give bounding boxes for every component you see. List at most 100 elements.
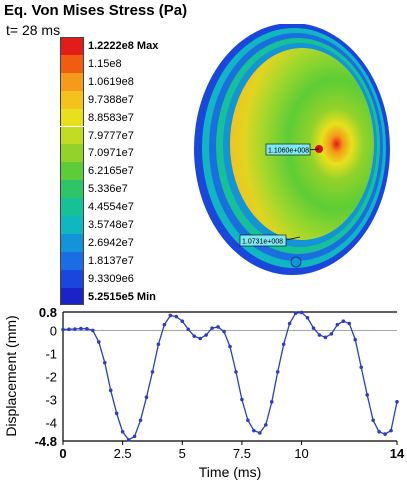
series-line (62, 311, 398, 441)
data-point (311, 326, 316, 330)
y-tick-label: -3 (45, 393, 57, 408)
data-point (395, 400, 399, 404)
data-point (102, 360, 107, 365)
displacement-chart: 0.80-1-2-3-4-4.8 0 2.5 5 7.5 10 14 Time (ms) … (3, 305, 405, 480)
legend-swatch (60, 251, 84, 270)
data-point (263, 423, 268, 427)
legend-swatch (60, 269, 84, 288)
x-tick-label: 10 (294, 446, 308, 461)
data-point (198, 336, 202, 341)
y-tick-label: 0.8 (39, 305, 57, 320)
legend-swatch (60, 233, 84, 252)
data-point (305, 315, 310, 320)
legend-label: 1.15e8 (88, 57, 122, 70)
probe-secondary: 1.0731e+008 (239, 234, 301, 247)
legend-swatch (60, 162, 84, 181)
data-point (377, 429, 381, 434)
data-point (85, 327, 89, 331)
data-point (389, 428, 393, 433)
data-point (168, 313, 173, 318)
x-tick-label: 5 (179, 446, 186, 461)
legend-swatch (60, 37, 84, 55)
time-label: t= 28 ms (6, 22, 61, 38)
y-axis-ticks: 0.8 0 -1 -2 -3 -4 -4.8 (35, 305, 57, 449)
data-point (234, 370, 238, 374)
data-point (138, 418, 143, 423)
y-tick-label: -1 (45, 346, 57, 361)
data-point (156, 342, 161, 347)
y-axis-label: Displacement (mm) (3, 315, 19, 436)
legend-label: 1.0619e8 (88, 75, 134, 88)
data-point (144, 395, 149, 400)
data-point (132, 434, 137, 439)
data-point (126, 438, 131, 442)
plot-frame (62, 311, 397, 442)
legend-label: 4.4554e7 (88, 201, 134, 214)
x-tick-label: 7.5 (233, 446, 251, 461)
data-point (275, 370, 280, 374)
data-point (246, 418, 250, 423)
x-tick-label: 0 (59, 446, 66, 461)
data-point (371, 418, 375, 423)
legend-label: 5.2515e5 Min (88, 290, 156, 303)
data-point (299, 310, 304, 315)
legend-swatch (60, 144, 84, 163)
data-point (258, 431, 262, 435)
data-point (222, 329, 226, 334)
data-point (61, 327, 65, 332)
y-tick-label: 0 (50, 323, 57, 338)
data-point (252, 428, 256, 433)
data-point (186, 327, 191, 332)
legend-swatch (60, 72, 84, 91)
data-point (192, 334, 197, 338)
data-point (287, 321, 292, 326)
color-legend: 1.2222e8 Max 1.15e8 1.0619e8 9.7388e7 8.8583… (60, 37, 200, 306)
legend-label: 9.3309e6 (88, 272, 134, 285)
legend-label: 1.8137e7 (88, 254, 134, 267)
legend-label: 8.8583e7 (88, 111, 134, 124)
y-tick-label: -2 (45, 370, 57, 385)
legend-label: 1.2222e8 Max (88, 40, 159, 52)
x-axis-ticks: 0 2.5 5 7.5 10 14 (59, 441, 405, 461)
figure-title: Eq. Von Mises Stress (Pa) (4, 2, 188, 19)
x-tick-label: 2.5 (114, 446, 132, 461)
data-point (347, 321, 352, 326)
displacement-series (61, 310, 399, 442)
data-point (228, 344, 232, 349)
data-point (293, 311, 298, 315)
data-point (281, 342, 286, 347)
data-point (269, 400, 274, 404)
legend-label: 5.336e7 (88, 183, 128, 196)
data-point (341, 319, 346, 324)
data-point (120, 429, 125, 434)
data-point (162, 322, 167, 327)
data-point (335, 322, 340, 327)
legend-swatch (60, 216, 84, 234)
legend-label: 9.7388e7 (88, 93, 134, 106)
legend-swatch (60, 287, 84, 306)
probe-secondary-label: 1.0731e+008 (242, 239, 283, 246)
data-point (108, 388, 113, 393)
data-point (216, 325, 220, 329)
data-point (359, 365, 364, 370)
data-point (91, 328, 95, 333)
data-point (114, 411, 119, 416)
probe-max-label: 1.1060e+008 (268, 148, 309, 155)
x-axis-label: Time (ms) (199, 464, 261, 480)
legend-swatch (60, 180, 84, 199)
legend-swatch (60, 90, 84, 109)
data-point (180, 319, 185, 324)
y-tick-label: -4.8 (35, 434, 57, 449)
data-point (204, 333, 208, 337)
data-point (383, 432, 387, 436)
x-tick-label: 14 (390, 446, 405, 461)
legend-label: 6.2165e7 (88, 165, 134, 178)
data-point (67, 327, 71, 332)
data-point (323, 335, 328, 340)
data-point (150, 370, 155, 374)
data-point (73, 327, 77, 331)
data-point (240, 397, 244, 402)
legend-label: 3.5748e7 (88, 219, 134, 231)
legend-swatch (60, 108, 84, 127)
legend-swatch (60, 54, 84, 73)
